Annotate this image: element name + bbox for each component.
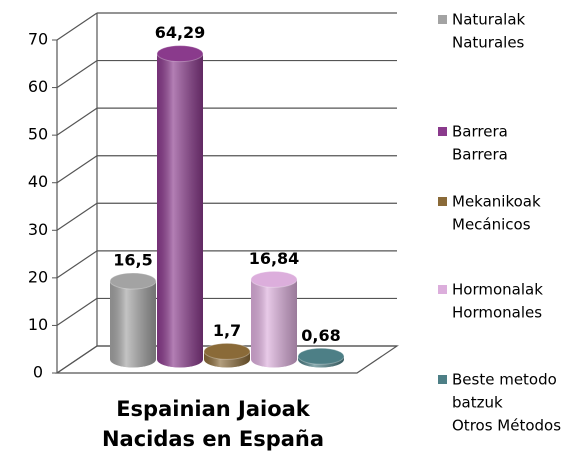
y-tick-label: 60: [28, 77, 48, 96]
value-label: 1,7: [213, 321, 241, 340]
grid-line: [56, 250, 98, 279]
grid-line: [56, 155, 98, 184]
legend-label: batzuk: [452, 394, 503, 412]
legend-label: Hormonalak: [452, 281, 543, 299]
legend-label: Beste metodo: [452, 371, 557, 389]
legend-label: Otros Métodos: [452, 417, 561, 435]
cylinder-top: [109, 272, 157, 290]
legend-swatch: [438, 375, 447, 384]
grid-line: [56, 297, 98, 326]
y-tick-label: 20: [28, 267, 48, 286]
cylinder-top: [203, 342, 251, 360]
cylinder: [250, 270, 298, 368]
value-label: 0,68: [301, 326, 340, 345]
y-tick-label: 40: [28, 172, 48, 191]
cylinder-top: [250, 270, 298, 288]
x-tick-label: Espainian Jaioak: [116, 397, 311, 421]
y-tick-label: 70: [28, 30, 48, 49]
grid-line: [56, 60, 98, 89]
cylinder: [156, 45, 204, 368]
grid-line: [56, 12, 98, 41]
y-tick-label: 0: [33, 363, 43, 382]
legend-label: Mecánicos: [452, 216, 531, 234]
cylinder: [109, 272, 157, 368]
value-label: 16,84: [249, 249, 300, 268]
y-tick-label: 30: [28, 220, 48, 239]
grid-line: [56, 345, 98, 374]
legend-label: Naturales: [452, 34, 525, 52]
cylinder-shade: [251, 279, 297, 368]
cylinder-shade: [110, 281, 156, 368]
legend-label: Hormonales: [452, 304, 542, 322]
grid-line: [56, 202, 98, 231]
y-tick-label: 10: [28, 315, 48, 334]
legend-swatch: [438, 15, 447, 24]
value-label: 16,5: [113, 251, 152, 270]
legend-swatch: [438, 197, 447, 206]
grid-line: [56, 107, 98, 136]
legend-label: Barrera: [452, 146, 508, 164]
legend-label: Naturalak: [452, 11, 526, 29]
cylinder: [203, 342, 251, 368]
y-tick-label: 50: [28, 125, 48, 144]
x-tick-label: Nacidas en España: [102, 427, 324, 451]
legend-label: Barrera: [452, 123, 508, 141]
legend-swatch: [438, 127, 447, 136]
legend-label: Mekanikoak: [452, 193, 541, 211]
cylinder: [297, 347, 345, 368]
legend-swatch: [438, 285, 447, 294]
cylinder-shade: [157, 53, 203, 368]
value-label: 64,29: [155, 23, 206, 42]
cylinder-top: [297, 347, 345, 365]
cylinder-top: [156, 45, 204, 63]
